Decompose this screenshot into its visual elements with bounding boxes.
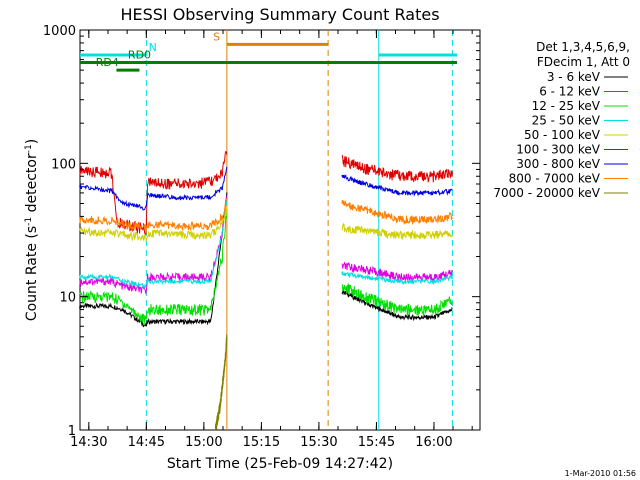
legend-header-line2: FDecim 1, Att 0 bbox=[537, 55, 630, 69]
y-tick-label: 1 bbox=[68, 424, 76, 439]
series-line bbox=[341, 271, 453, 286]
y-tick-label: 1000 bbox=[43, 24, 76, 39]
series-line bbox=[79, 208, 228, 326]
y-axis-label-part1: Count Rate (s bbox=[24, 226, 40, 321]
flag-label: RD0 bbox=[128, 49, 151, 62]
legend-label: 100 - 300 keV bbox=[516, 143, 600, 157]
flag-bars: N S RD0 RD4 bbox=[80, 30, 457, 72]
series-line bbox=[341, 222, 453, 241]
x-axis-label: Start Time (25-Feb-09 14:27:42) bbox=[167, 456, 393, 472]
legend-label: 25 - 50 keV bbox=[532, 114, 601, 128]
y-tick-label: 100 bbox=[51, 157, 76, 172]
series-line bbox=[79, 166, 228, 211]
chart-title: HESSI Observing Summary Count Rates bbox=[120, 5, 439, 24]
series-line bbox=[79, 206, 228, 242]
series-line bbox=[341, 282, 453, 316]
x-tick-label: 16:00 bbox=[415, 435, 452, 450]
x-tick-label: 15:00 bbox=[185, 435, 222, 450]
series-group bbox=[79, 150, 453, 431]
legend: Det 1,3,4,5,6,9, FDecim 1, Att 0 3 - 6 k… bbox=[493, 40, 630, 200]
series-line bbox=[79, 150, 228, 235]
legend-label: 12 - 25 keV bbox=[532, 99, 601, 113]
y-axis-label-sup2: -1 bbox=[24, 144, 34, 153]
x-tick-label: 15:30 bbox=[300, 435, 337, 450]
series-line bbox=[341, 289, 453, 322]
x-tick-label: 15:45 bbox=[358, 435, 395, 450]
legend-label: 3 - 6 keV bbox=[547, 70, 601, 84]
series-line bbox=[341, 154, 453, 183]
y-axis-label: Count Rate (s-1 detector-1) bbox=[24, 139, 40, 321]
x-tick-label: 14:30 bbox=[70, 435, 107, 450]
y-axis: 1 10 100 1000 bbox=[43, 24, 480, 439]
series-line bbox=[341, 199, 453, 226]
flag-label: N bbox=[149, 41, 157, 54]
x-tick-label: 15:15 bbox=[243, 435, 280, 450]
series-line bbox=[79, 192, 228, 328]
series-line bbox=[341, 261, 453, 284]
x-axis: 14:30 14:45 15:00 15:15 15:30 15:45 16:00 bbox=[70, 30, 473, 450]
footer-timestamp: 1-Mar-2010 01:56 bbox=[565, 469, 636, 478]
legend-label: 800 - 7000 keV bbox=[509, 172, 601, 186]
x-tick-label: 14:45 bbox=[128, 435, 165, 450]
attenuator-vertical-lines bbox=[145, 30, 453, 430]
series-line bbox=[79, 197, 228, 232]
y-axis-label-sup1: -1 bbox=[24, 217, 34, 226]
series-line bbox=[79, 200, 228, 290]
y-axis-label-part2: detector bbox=[24, 153, 40, 217]
flag-label: S bbox=[213, 30, 220, 43]
series-line bbox=[214, 334, 228, 431]
series-line bbox=[341, 174, 453, 197]
y-axis-label-end: ) bbox=[24, 139, 40, 144]
legend-label: 50 - 100 keV bbox=[524, 128, 601, 142]
legend-header-line1: Det 1,3,4,5,6,9, bbox=[536, 40, 630, 54]
legend-label: 300 - 800 keV bbox=[516, 157, 600, 171]
series-line bbox=[79, 195, 228, 295]
legend-label: 6 - 12 keV bbox=[539, 85, 601, 99]
y-tick-label: 10 bbox=[59, 291, 76, 306]
legend-label: 7000 - 20000 keV bbox=[493, 186, 600, 200]
flag-label: RD4 bbox=[96, 56, 119, 69]
